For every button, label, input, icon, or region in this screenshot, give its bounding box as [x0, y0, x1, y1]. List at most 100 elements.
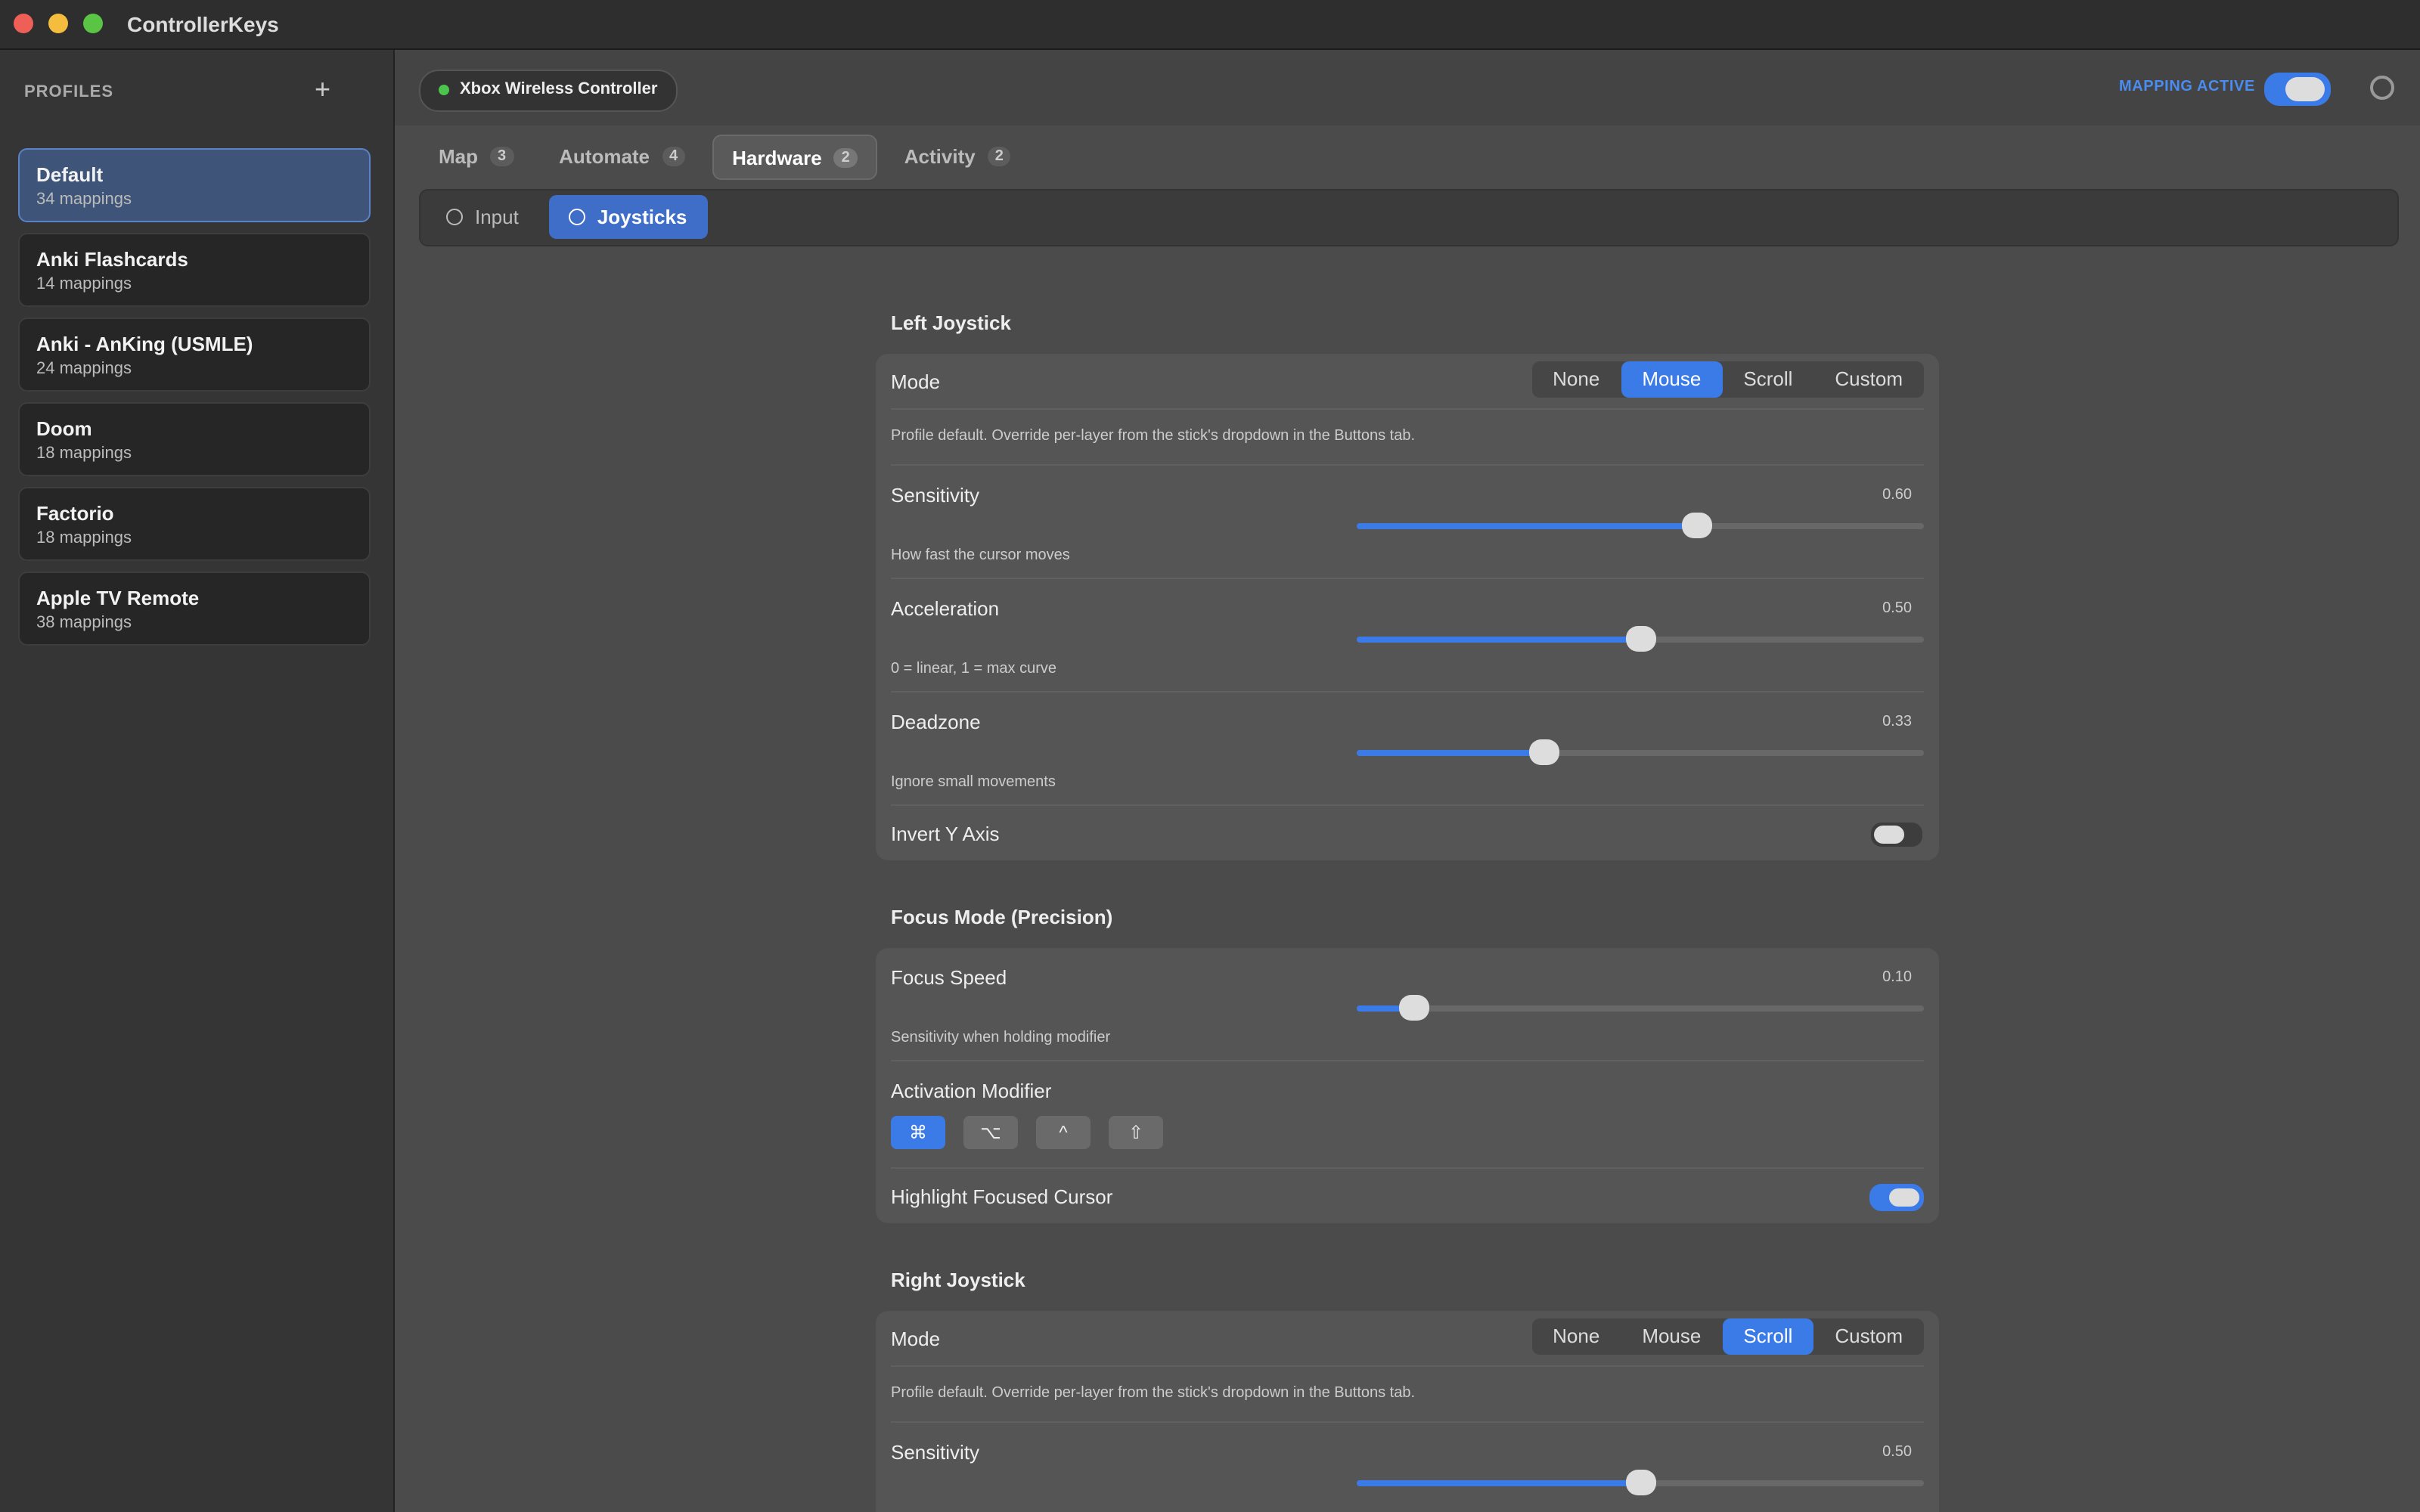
mode-option[interactable]: Scroll [1743, 367, 1793, 390]
minimize-button[interactable] [48, 14, 68, 33]
slider-value: 0.50 [1882, 600, 1912, 617]
profile-name: Doom [36, 417, 92, 440]
mode-row: Mode None Mouse Scroll Custom [891, 354, 1924, 410]
slider-fill [1357, 1480, 1640, 1486]
tab-count: 2 [833, 147, 858, 167]
zoom-button[interactable] [83, 14, 103, 33]
slider-thumb[interactable] [1398, 995, 1429, 1021]
slider-row: Sensitivity 0.50 [891, 1423, 1924, 1512]
slider-value: 0.60 [1882, 487, 1912, 503]
profile-card[interactable]: Anki Flashcards 14 mappings [18, 233, 371, 307]
slider-row: Sensitivity 0.60 How fast the cursor moves [891, 466, 1924, 579]
mode-option[interactable]: Custom [1835, 367, 1903, 390]
slider-row: Deadzone 0.33 Ignore small movements [891, 692, 1924, 806]
close-button[interactable] [14, 14, 33, 33]
mode-option[interactable]: Scroll [1722, 1318, 1814, 1355]
mode-option[interactable]: None [1553, 1325, 1600, 1347]
toggle-switch[interactable] [1869, 821, 1924, 848]
tab-bar: Map 3 Automate 4 Hardware 2 Activity 2 [420, 135, 1029, 180]
subtabs: Input Joysticks [427, 195, 709, 239]
profile-card[interactable]: Factorio 18 mappings [18, 487, 371, 561]
tab-label: Activity [904, 144, 976, 167]
note-row: Profile default. Override per-layer from… [891, 410, 1924, 466]
slider-caption: How fast the cursor moves [891, 547, 1070, 564]
app-title: ControllerKeys [127, 12, 279, 36]
tab-label: Map [439, 144, 478, 167]
profile-card[interactable]: Doom 18 mappings [18, 402, 371, 476]
note-row: Profile default. Override per-layer from… [891, 1367, 1924, 1423]
slider-thumb[interactable] [1682, 513, 1712, 538]
toggle-row: Highlight Focused Cursor [891, 1169, 1924, 1223]
slider-track[interactable] [1357, 626, 1924, 652]
mapping-toggle[interactable] [2264, 73, 2331, 106]
slider-value: 0.33 [1882, 714, 1912, 730]
tab-count: 2 [987, 146, 1011, 166]
section-title: Left Joystick [891, 311, 1011, 334]
row-label: Mode [891, 1328, 941, 1350]
modifier-keys: ⌘ ⌥ ^ ⇧ [891, 1116, 1163, 1149]
slider-track[interactable] [1357, 1470, 1924, 1495]
tab[interactable]: Map 3 [420, 135, 532, 177]
slider-value: 0.50 [1882, 1444, 1912, 1461]
slider-value: 0.10 [1882, 969, 1912, 986]
profile-count: 14 mappings [36, 275, 132, 293]
profile-name: Default [36, 163, 104, 186]
add-profile-button[interactable]: + [315, 74, 331, 104]
profile-card[interactable]: Anki - AnKing (USMLE) 24 mappings [18, 318, 371, 392]
top-bar: Xbox Wireless Controller MAPPING ACTIVE [395, 50, 2420, 125]
row-label: Focus Speed [891, 966, 1007, 989]
slider-thumb[interactable] [1528, 739, 1559, 765]
slider-fill [1357, 1005, 1413, 1012]
tab-label: Hardware [732, 146, 822, 169]
slider-thumb[interactable] [1625, 1470, 1655, 1495]
section-card: Focus Speed 0.10 Sensitivity when holding … [876, 948, 1939, 1223]
slider-caption: Ignore small movements [891, 774, 1056, 791]
subtab[interactable]: Joysticks [548, 195, 709, 239]
sidebar-heading: PROFILES [24, 83, 114, 101]
modifier-key[interactable]: ⌘ [891, 1116, 945, 1149]
profile-card[interactable]: Default 34 mappings [18, 148, 371, 222]
mode-row: Mode None Mouse Scroll Custom [891, 1311, 1924, 1367]
section-title: Focus Mode (Precision) [891, 906, 1113, 928]
row-label: Mode [891, 370, 941, 393]
slider-caption: 0 = linear, 1 = max curve [891, 661, 1057, 677]
slider-fill [1357, 750, 1544, 756]
tab[interactable]: Activity 2 [886, 135, 1029, 177]
mapping-status: MAPPING ACTIVE [2119, 79, 2255, 95]
profile-name: Anki - AnKing (USMLE) [36, 333, 253, 355]
modifier-key[interactable]: ⌥ [963, 1116, 1018, 1149]
slider-thumb[interactable] [1625, 626, 1655, 652]
section-card: Mode None Mouse Scroll Custom Profile default… [876, 1311, 1939, 1512]
profile-card[interactable]: Apple TV Remote 38 mappings [18, 572, 371, 646]
row-label: Sensitivity [891, 1441, 980, 1464]
toggle-row: Invert Y Axis [891, 806, 1924, 860]
mode-option[interactable]: Mouse [1621, 361, 1723, 398]
modifier-key[interactable]: ⇧ [1109, 1116, 1163, 1149]
slider-fill [1357, 637, 1640, 643]
tab[interactable]: Hardware 2 [712, 135, 877, 180]
row-label: Sensitivity [891, 484, 980, 507]
profile-count: 18 mappings [36, 445, 132, 463]
modifier-key[interactable]: ^ [1036, 1116, 1091, 1149]
title-bar: ControllerKeys [0, 0, 2420, 50]
slider-row: Acceleration 0.50 0 = linear, 1 = max curv… [891, 579, 1924, 692]
segmented-control: None Mouse Scroll Custom [1531, 361, 1924, 398]
device-pill[interactable]: Xbox Wireless Controller [419, 70, 678, 112]
row-label: Acceleration [891, 597, 1000, 620]
row-label: Deadzone [891, 711, 981, 733]
subtab[interactable]: Input [427, 195, 540, 239]
mode-option[interactable]: Custom [1835, 1325, 1903, 1347]
slider-track[interactable] [1357, 995, 1924, 1021]
profile-name: Anki Flashcards [36, 248, 188, 271]
profile-name: Factorio [36, 502, 114, 525]
mode-option[interactable]: Mouse [1642, 1325, 1702, 1347]
mode-option[interactable]: None [1553, 367, 1600, 390]
slider-fill [1357, 523, 1697, 529]
toggle-switch[interactable] [1869, 1184, 1924, 1211]
slider-track[interactable] [1357, 739, 1924, 765]
slider-track[interactable] [1357, 513, 1924, 538]
tab[interactable]: Automate 4 [541, 135, 703, 177]
settings-button[interactable] [2370, 76, 2394, 100]
